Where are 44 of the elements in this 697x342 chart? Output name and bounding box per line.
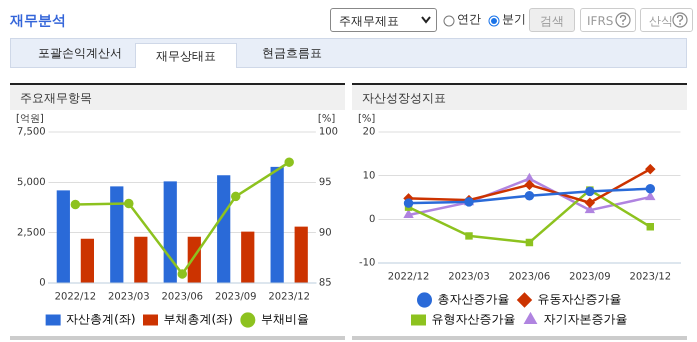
x-tick-label: 2022/12	[54, 292, 96, 303]
dropdown-field: 주재무제표	[330, 8, 437, 32]
text: 검색	[529, 8, 575, 32]
x-tick-label: 2023/06	[508, 272, 550, 283]
y-tick-label: 20	[362, 126, 376, 138]
y2-tick-label: 95	[318, 176, 332, 188]
text: 재무분석	[10, 12, 66, 30]
legend-label: 자산총계(좌)	[66, 312, 136, 326]
x-tick-label: 2023/12	[630, 272, 672, 283]
legend-label: 부채비율	[260, 312, 309, 326]
x-tick-label: 2023/03	[448, 272, 490, 283]
y-tick-label: 2,500	[16, 227, 46, 238]
y-tick-label: 7,500	[16, 126, 46, 138]
chart-title: 자산성장성지표	[352, 83, 687, 110]
text: 연간	[457, 11, 481, 28]
y-tick-label: 0	[39, 278, 46, 289]
y-tick-label: 10	[362, 170, 376, 182]
text: 산식	[640, 8, 693, 32]
y2-tick-label: 85	[318, 278, 332, 289]
y-axis-title: [억원]	[16, 114, 44, 125]
text: 포괄손익계산서	[38, 45, 122, 62]
y-tick-label: -10	[358, 258, 376, 269]
text: 재무상태표	[135, 43, 237, 68]
y2-tick-label: 100	[318, 126, 338, 138]
legend-label: 유형자산증가율	[432, 312, 516, 326]
y2-tick-label: 90	[318, 227, 332, 238]
legend-label: 유동자산증가율	[538, 292, 622, 306]
y-axis-title: [%]	[358, 114, 376, 125]
legend-label: 부채총계(좌)	[164, 312, 233, 326]
y2-axis-title: [%]	[318, 114, 336, 125]
x-tick-label: 2023/09	[569, 272, 611, 283]
y-tick-label: 5,000	[16, 176, 46, 188]
text: 현금흐름표	[262, 45, 322, 62]
chart-title: 주요재무항목	[10, 83, 345, 110]
text: IFRS	[580, 8, 636, 32]
y-tick-label: 0	[368, 214, 376, 225]
x-tick-label: 2023/09	[214, 292, 256, 303]
x-tick-label: 2023/12	[268, 292, 310, 303]
x-tick-label: 2023/06	[161, 292, 204, 303]
text: 분기	[502, 11, 526, 28]
x-tick-label: 2022/12	[388, 272, 430, 283]
legend-label: 자기자본증가율	[544, 312, 628, 326]
x-tick-label: 2023/03	[108, 292, 150, 303]
legend-label: 총자산증가율	[438, 292, 510, 306]
